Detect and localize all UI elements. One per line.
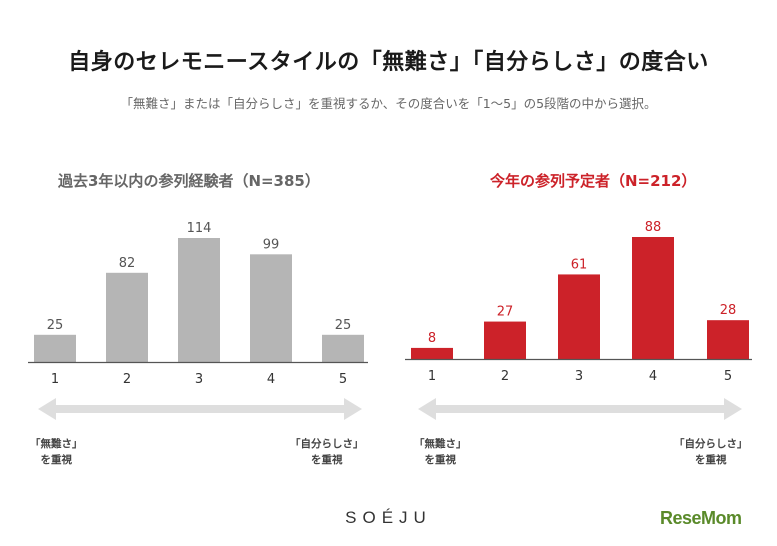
left-bar-1 xyxy=(34,334,76,362)
right-bar-value-1: 8 xyxy=(428,331,436,346)
left-bar-value-5: 25 xyxy=(335,318,352,333)
left-scale-right-line2: を重視 xyxy=(311,454,343,466)
left-bar-2 xyxy=(106,272,148,362)
page-subtitle: 「無難さ」または「自分らしさ」を重視するか、その度合いを「1～5」の5段階の中か… xyxy=(120,96,657,111)
right-scale-arrow-left-head xyxy=(418,398,436,420)
right-bar-2 xyxy=(484,321,526,359)
left-scale-right-line1: 「自分らしさ」 xyxy=(290,438,364,450)
right-tick-2: 2 xyxy=(501,369,509,384)
left-scale-left-line1: 「無難さ」 xyxy=(30,438,83,450)
left-scale-left-line2: を重視 xyxy=(40,454,73,466)
left-scale-arrow-right-head xyxy=(344,398,362,420)
left-bar-value-2: 82 xyxy=(119,256,136,271)
right-tick-4: 4 xyxy=(649,369,657,384)
left-tick-1: 1 xyxy=(51,372,59,387)
left-bar-value-1: 25 xyxy=(47,318,64,333)
left-tick-2: 2 xyxy=(123,372,131,387)
right-scale-right-line1: 「自分らしさ」 xyxy=(674,438,748,450)
resemom-watermark: ReseMom xyxy=(660,508,742,528)
right-bar-3 xyxy=(558,274,600,359)
left-chart-scale-left: 「無難さ」 を重視 xyxy=(30,436,83,468)
right-bar-value-4: 88 xyxy=(645,220,662,235)
right-scale-right-line2: を重視 xyxy=(695,454,727,466)
left-scale-arrow-left-head xyxy=(38,398,56,420)
right-scale-arrow-right-head xyxy=(724,398,742,420)
right-bar-4 xyxy=(632,237,674,359)
right-chart-scale-right: 「自分らしさ」 を重視 xyxy=(674,436,748,468)
left-chart-scale-right: 「自分らしさ」 を重視 xyxy=(290,436,364,468)
right-chart-title: 今年の参列予定者（N=212） xyxy=(490,172,697,190)
left-tick-4: 4 xyxy=(267,372,275,387)
left-tick-5: 5 xyxy=(339,372,347,387)
left-bar-value-3: 114 xyxy=(187,221,212,236)
right-bar-5 xyxy=(707,320,749,359)
left-bar-value-4: 99 xyxy=(263,237,280,252)
right-bar-value-5: 28 xyxy=(720,303,737,318)
right-tick-5: 5 xyxy=(724,369,732,384)
right-scale-left-line1: 「無難さ」 xyxy=(414,438,467,450)
right-bar-1 xyxy=(411,347,453,359)
right-tick-3: 3 xyxy=(575,369,583,384)
right-tick-1: 1 xyxy=(428,369,436,384)
left-bar-4 xyxy=(250,254,292,362)
right-bar-value-3: 61 xyxy=(571,257,588,272)
left-bar-3 xyxy=(178,238,220,362)
right-chart-scale-left: 「無難さ」 を重視 xyxy=(414,436,467,468)
page-title: 自身のセレモニースタイルの「無難さ」「自分らしさ」の度合い xyxy=(68,50,709,75)
left-bar-5 xyxy=(322,334,364,362)
left-chart-title: 過去3年以内の参列経験者（N=385） xyxy=(58,172,320,190)
right-scale-left-line2: を重視 xyxy=(424,454,457,466)
right-bar-value-2: 27 xyxy=(497,305,514,320)
soeju-logo: SOÉJU xyxy=(345,508,432,527)
left-tick-3: 3 xyxy=(195,372,203,387)
